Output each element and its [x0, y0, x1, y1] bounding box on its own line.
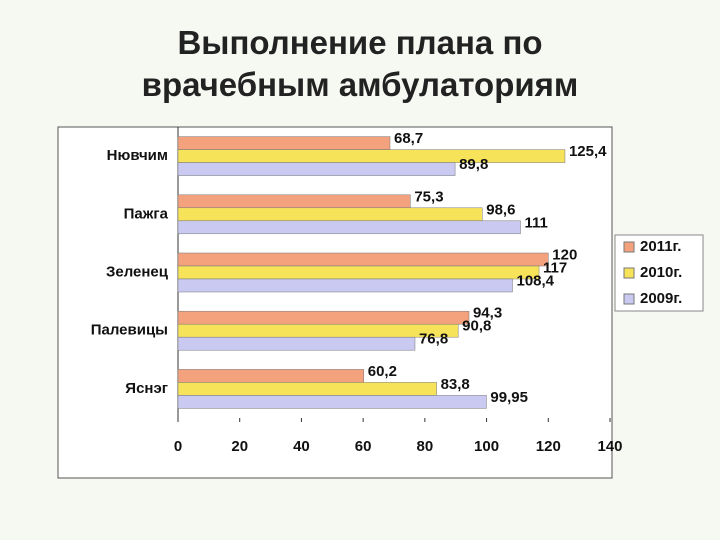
value-label: 120 — [552, 246, 577, 263]
bar — [177, 265, 540, 280]
x-tick-label: 20 — [231, 438, 248, 455]
legend-label: 2011г. — [640, 238, 681, 255]
x-tick-label: 40 — [293, 438, 310, 455]
x-tick-label: 0 — [174, 438, 182, 455]
y-tick-label: Зеленец — [106, 263, 169, 280]
bar — [177, 136, 391, 150]
bar — [177, 369, 365, 383]
value-label: 94,3 — [473, 305, 502, 322]
legend-swatch — [623, 267, 635, 279]
value-label: 76,8 — [419, 331, 448, 348]
value-label: 75,3 — [414, 188, 443, 205]
x-tick-label: 120 — [536, 438, 561, 455]
legend-label: 2009г. — [640, 290, 682, 307]
bar — [177, 395, 487, 409]
value-label: 125,4 — [569, 143, 607, 160]
legend-swatch — [623, 293, 635, 305]
value-label: 60,2 — [368, 363, 397, 380]
x-tick-label: 80 — [417, 438, 434, 455]
value-label: 83,8 — [441, 376, 470, 393]
value-label: 89,8 — [459, 156, 488, 173]
bar — [177, 252, 549, 267]
bar — [177, 162, 456, 176]
bar — [177, 382, 437, 396]
legend-swatch — [623, 241, 635, 253]
bar — [177, 323, 459, 338]
value-label: 108,4 — [516, 272, 554, 289]
value-label: 111 — [525, 214, 548, 231]
legend-label: 2010г. — [640, 264, 682, 281]
value-label: 68,7 — [394, 130, 423, 147]
bar — [177, 220, 521, 235]
value-label: 98,6 — [486, 201, 515, 218]
value-label: 117 — [543, 259, 567, 276]
chart-title: Выполнение плана по врачебным амбулатори… — [141, 24, 579, 103]
y-tick-label: Пажга — [124, 205, 169, 222]
bar — [177, 278, 513, 293]
bar — [177, 149, 566, 163]
bar — [177, 207, 483, 222]
y-tick-label: Нювчим — [107, 147, 168, 164]
value-label: 99,95 — [490, 389, 528, 406]
bar — [177, 194, 411, 209]
bar — [177, 336, 416, 351]
y-tick-label: Яснэг — [125, 380, 168, 397]
x-tick-label: 100 — [474, 438, 499, 455]
y-tick-label: Палевицы — [91, 322, 168, 339]
chart-frame — [57, 126, 613, 479]
bar — [177, 310, 470, 325]
value-label: 90,8 — [462, 318, 491, 335]
x-tick-label: 60 — [355, 438, 372, 455]
x-tick-label: 140 — [597, 438, 622, 455]
